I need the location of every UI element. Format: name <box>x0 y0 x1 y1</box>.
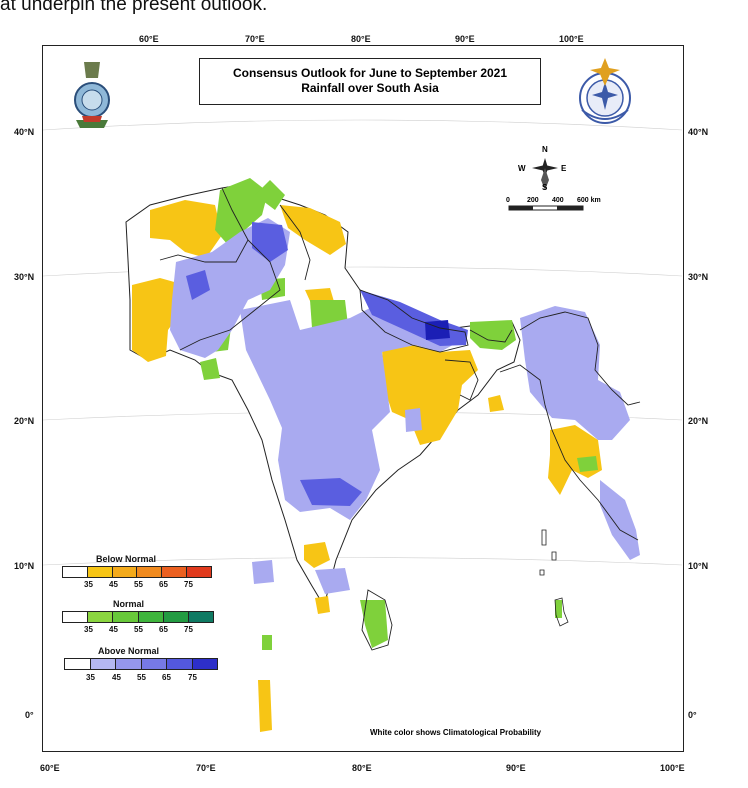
lon-tick-label: 90°E <box>455 34 475 44</box>
header-text: at underpin the present outlook. <box>0 0 268 15</box>
legend-title-above-normal: Above Normal <box>98 646 160 656</box>
legend-value: 35 <box>86 673 95 682</box>
lat-tick-label: 30°N <box>14 272 35 282</box>
wmo-emblem-icon <box>579 58 631 124</box>
scale-tick-label: 200 <box>527 197 539 204</box>
legend-value: 65 <box>159 580 168 589</box>
legend-swatch <box>162 567 188 577</box>
scale-tick-label: 600 km <box>577 197 601 204</box>
legend-title-normal: Normal <box>113 599 145 609</box>
legend-swatch <box>88 612 114 622</box>
above-normal-areas <box>170 218 640 594</box>
legend-value: 65 <box>159 625 168 634</box>
map-frame <box>42 45 684 752</box>
legend-value: 45 <box>109 580 118 589</box>
compass-south-label: S <box>542 183 548 192</box>
lat-tick-label: 40°N <box>14 127 35 137</box>
legend-swatch <box>63 612 89 622</box>
lat-tick-label: 10°N <box>14 561 35 571</box>
compass-east-label: E <box>561 164 567 173</box>
legend-swatch <box>113 612 139 622</box>
legend-swatch <box>87 567 113 577</box>
lon-tick-label: 60°E <box>40 763 60 773</box>
legend-value: 75 <box>188 673 197 682</box>
legend-swatch <box>188 612 214 622</box>
country-boundaries <box>159 187 641 651</box>
legend-swatch <box>137 567 163 577</box>
legend-values-normal: 35 45 55 65 75 <box>62 625 214 635</box>
legend-swatch <box>112 567 138 577</box>
lat-tick-label: 20°N <box>14 416 35 426</box>
legend-swatch <box>167 659 193 669</box>
legend-swatch <box>90 659 116 669</box>
lat-tick-label: 0° <box>25 710 34 720</box>
lon-tick-label: 80°E <box>351 34 371 44</box>
legend-value: 65 <box>162 673 171 682</box>
scale-tick-label: 0 <box>506 197 510 204</box>
islands <box>539 529 569 627</box>
legend-swatch <box>163 612 189 622</box>
legend-value: 75 <box>184 625 193 634</box>
above-normal-strongest-area <box>425 320 450 340</box>
lon-tick-label: 70°E <box>245 34 265 44</box>
legend-swatch <box>187 567 211 577</box>
legend-value: 45 <box>112 673 121 682</box>
legend-swatch <box>63 567 88 577</box>
legend-value: 35 <box>84 625 93 634</box>
legend-value: 75 <box>184 580 193 589</box>
lat-tick-label: 10°N <box>688 561 709 571</box>
legend-bar-normal <box>62 611 214 623</box>
lat-tick-label: 0° <box>688 710 697 720</box>
legend-value: 55 <box>134 580 143 589</box>
lat-tick-label: 20°N <box>688 416 709 426</box>
legend-value: 35 <box>84 580 93 589</box>
legend-swatch <box>138 612 164 622</box>
legend-value: 55 <box>134 625 143 634</box>
legend-bar-below-normal <box>62 566 212 578</box>
climatology-note: White color shows Climatological Probabi… <box>370 728 542 737</box>
legend-swatch <box>65 659 91 669</box>
scale-bar <box>508 205 584 211</box>
lon-tick-label: 100°E <box>559 34 584 44</box>
lat-tick-label: 30°N <box>688 272 709 282</box>
legend-values-above-normal: 35 45 55 65 75 <box>64 673 218 683</box>
lon-tick-label: 80°E <box>352 763 372 773</box>
title-line-2: Rainfall over South Asia <box>301 81 439 95</box>
legend-swatch <box>192 659 217 669</box>
scale-tick-label: 400 <box>552 197 564 204</box>
title-line-1: Consensus Outlook for June to September … <box>232 66 508 80</box>
legend-swatch <box>116 659 142 669</box>
legend-swatch <box>141 659 167 669</box>
imd-emblem-icon <box>74 62 110 128</box>
below-normal-areas <box>132 200 602 732</box>
legend-values-below-normal: 35 45 55 65 75 <box>62 580 212 590</box>
lon-tick-label: 60°E <box>139 34 159 44</box>
legend-bar-above-normal <box>64 658 218 670</box>
lat-tick-label: 40°N <box>688 127 709 137</box>
north-arrow-icon <box>532 158 558 190</box>
compass-north-label: N <box>542 145 548 154</box>
lon-tick-label: 90°E <box>506 763 526 773</box>
legend-title-below-normal: Below Normal <box>96 554 157 564</box>
compass-west-label: W <box>518 164 526 173</box>
map-title: Consensus Outlook for June to September … <box>199 58 541 105</box>
lon-tick-label: 100°E <box>660 763 685 773</box>
lon-tick-label: 70°E <box>196 763 216 773</box>
legend-value: 55 <box>137 673 146 682</box>
legend-value: 45 <box>109 625 118 634</box>
